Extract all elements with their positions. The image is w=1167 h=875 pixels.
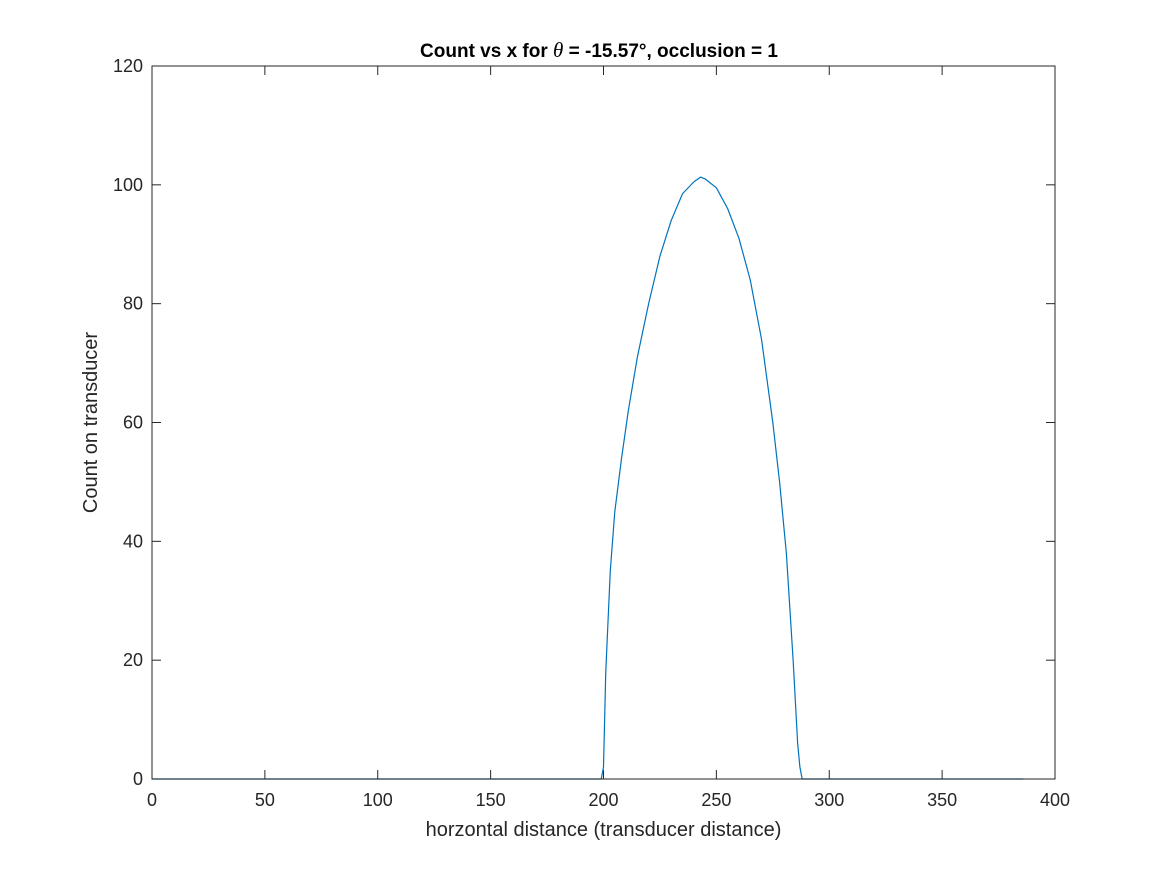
x-tick-label: 400 (1040, 790, 1070, 810)
y-tick-label: 20 (123, 650, 143, 670)
x-tick-label: 300 (814, 790, 844, 810)
y-tick-label: 60 (123, 413, 143, 433)
y-tick-label: 120 (113, 56, 143, 76)
series-line (152, 176, 1024, 780)
chart-title: Count vs x for θ = -15.57°, occlusion = … (420, 38, 778, 62)
chart-title-prefix: Count vs x for (420, 41, 553, 62)
axes-box (151, 65, 1056, 780)
plot-area (152, 66, 1055, 779)
chart-title-suffix: = -15.57°, occlusion = 1 (563, 41, 778, 62)
x-tick-label: 0 (147, 790, 157, 810)
x-tick-label: 100 (363, 790, 393, 810)
y-tick-label: 0 (133, 769, 143, 789)
x-tick-label: 50 (255, 790, 275, 810)
y-tick-label: 40 (123, 531, 143, 551)
y-tick-label: 80 (123, 294, 143, 314)
x-axis-label: horzontal distance (transducer distance) (426, 819, 782, 841)
x-tick-label: 150 (476, 790, 506, 810)
tick-labels: 0 50 100 150 200 250 300 350 400 0 20 40 60 80 100 120 (113, 56, 1070, 810)
series-layer (152, 176, 1024, 780)
y-tick-label: 100 (113, 175, 143, 195)
x-tick-label: 250 (701, 790, 731, 810)
x-tick-label: 350 (927, 790, 957, 810)
chart-title-theta-symbol: θ (553, 38, 563, 62)
y-axis-label: Count on transducer (80, 332, 102, 514)
x-tick-label: 200 (588, 790, 618, 810)
